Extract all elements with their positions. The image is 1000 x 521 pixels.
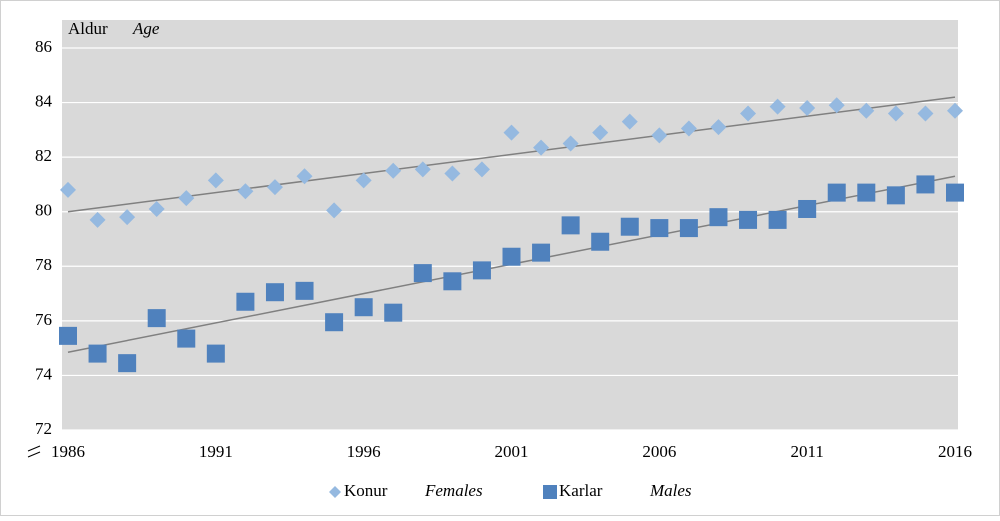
point	[472, 261, 491, 280]
point	[88, 344, 107, 363]
point	[59, 326, 77, 345]
point	[533, 139, 550, 156]
point	[148, 200, 165, 217]
point	[917, 105, 934, 122]
point	[296, 168, 313, 185]
point	[118, 354, 137, 373]
point	[769, 98, 786, 115]
legend-label: Konur	[344, 481, 388, 500]
y-tick-label: 74	[35, 364, 53, 383]
x-tick-label: 2016	[938, 442, 972, 461]
point	[443, 272, 462, 291]
point	[740, 105, 757, 122]
point	[947, 102, 963, 119]
point	[444, 165, 461, 182]
point	[237, 183, 254, 200]
trend-line	[67, 96, 956, 213]
point	[592, 124, 609, 141]
point	[354, 298, 373, 317]
point	[916, 175, 935, 194]
point	[561, 216, 580, 235]
point	[385, 162, 402, 179]
point	[325, 313, 344, 332]
point	[206, 344, 225, 363]
point	[591, 232, 610, 251]
y-tick-label: 86	[35, 37, 52, 56]
point	[620, 217, 639, 236]
point	[621, 113, 638, 130]
point	[473, 161, 490, 178]
point	[710, 119, 727, 136]
y-axis-label: Aldur	[68, 19, 108, 38]
point	[414, 161, 431, 178]
x-tick-label: 2011	[790, 442, 823, 461]
x-tick-label: 2006	[642, 442, 676, 461]
point	[295, 281, 314, 300]
point	[207, 172, 224, 189]
y-tick-label: 78	[35, 255, 52, 274]
point	[60, 181, 76, 198]
point	[798, 199, 817, 218]
point	[739, 210, 758, 229]
point	[858, 102, 875, 119]
x-tick-label: 1986	[51, 442, 85, 461]
point	[265, 283, 284, 302]
point	[413, 264, 432, 283]
x-tick-label: 1991	[199, 442, 233, 461]
point	[828, 97, 845, 114]
legend-label: Karlar	[559, 481, 603, 500]
point	[119, 209, 136, 226]
point	[89, 211, 106, 228]
axis-break-line	[27, 445, 41, 452]
y-tick-label: 76	[35, 310, 52, 329]
axis-break	[27, 445, 41, 458]
point	[768, 210, 787, 229]
point	[887, 105, 904, 122]
point	[178, 190, 195, 207]
x-tick-label: 1996	[347, 442, 381, 461]
point	[650, 219, 669, 238]
point	[857, 183, 876, 202]
y-tick-label: 84	[35, 91, 53, 110]
point	[679, 219, 698, 238]
point	[827, 183, 846, 202]
y-axis-label-en: Age	[132, 19, 160, 38]
legend-label-en: Females	[424, 481, 483, 500]
point	[532, 243, 551, 262]
point	[503, 124, 520, 141]
point	[709, 208, 728, 227]
point	[326, 202, 343, 219]
point	[651, 127, 668, 144]
point	[384, 303, 403, 322]
point	[502, 247, 521, 266]
point	[562, 135, 579, 152]
legend-label-en: Males	[649, 481, 692, 500]
y-tick-label: 82	[35, 146, 52, 165]
axis-break-line	[27, 451, 41, 458]
y-tick-label: 80	[35, 201, 52, 220]
legend-marker	[329, 486, 341, 498]
point	[177, 329, 196, 348]
point	[886, 186, 905, 205]
point	[680, 120, 697, 137]
point	[266, 179, 283, 196]
plot-area	[62, 20, 958, 430]
point	[355, 172, 372, 189]
point	[946, 183, 964, 202]
point	[799, 100, 816, 117]
y-tick-label: 72	[35, 419, 52, 438]
point	[236, 292, 255, 311]
x-tick-label: 2001	[495, 442, 529, 461]
point	[147, 309, 166, 328]
legend-marker	[543, 485, 557, 499]
